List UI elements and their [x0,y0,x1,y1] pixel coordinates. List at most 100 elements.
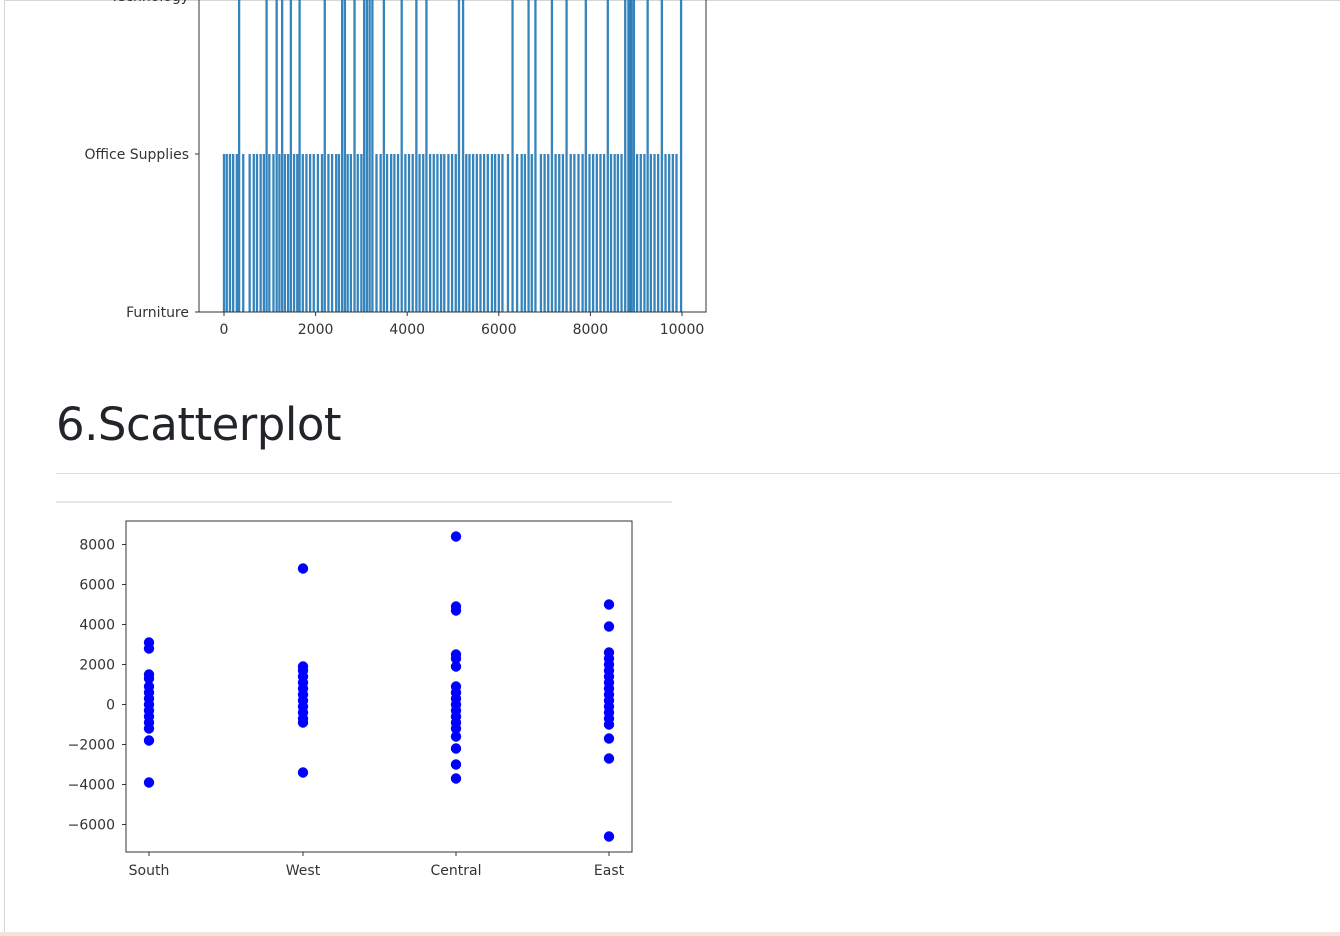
scatter-point [603,733,615,744]
scatter-plot-frame [125,520,633,853]
bar [457,0,461,312]
bar [396,154,400,312]
bar [646,0,649,312]
bar [592,154,595,312]
bar [301,154,304,312]
bar [573,154,576,312]
bar [281,0,284,312]
bar [308,154,312,312]
scatter-y-tick-label: 4000 [79,618,115,634]
scatter-y-tick-label: 2000 [79,658,115,674]
scatter-point [603,599,615,610]
scatter-y-tick-label: 0 [106,698,115,714]
bar [390,154,393,312]
bar-chart: Furniture Office Supplies Technology 0 2000… [84,0,707,338]
bar [275,0,278,312]
bar [363,0,366,312]
bar [602,154,606,312]
bar-x-tick-label: 4000 [389,322,425,338]
bar [268,154,271,312]
scatter-x-tick-label: South [129,863,170,879]
bar [447,154,450,312]
scatter-point [450,743,462,754]
bar [286,154,290,312]
bar [262,154,265,312]
bar-x-tick-label: 10000 [660,322,705,338]
bar [465,154,468,312]
bar [436,154,439,312]
bar [599,154,602,312]
bar [577,154,580,312]
bar [639,154,642,312]
bar [472,154,475,312]
bar [506,154,510,312]
bar [630,0,633,312]
scatter-y-tick-label: −6000 [68,818,115,834]
bar [635,154,639,312]
bar-x-tick-label: 6000 [481,322,517,338]
scatter-point [297,717,309,728]
scatter-point [143,643,155,654]
scatter-point [450,731,462,742]
bar [520,154,523,312]
bar [335,154,338,312]
bar [539,154,543,312]
bar [653,154,656,312]
bar [349,154,353,312]
scatter-y-tick-label: 8000 [79,538,115,554]
bar [671,154,674,312]
bar-x-tick-label: 2000 [298,322,334,338]
scatter-point [603,753,615,764]
bar [479,154,482,312]
scatter-x-tick-label: West [286,863,321,879]
bar-y-axis: Furniture Office Supplies Technology [84,0,199,321]
bar [523,154,527,312]
bar [323,0,326,312]
bar [407,154,411,312]
bar [422,154,425,312]
scatter-point [450,773,462,784]
bar [443,154,446,312]
bar [235,154,238,312]
bar [643,154,646,312]
bar [561,154,565,312]
bar [316,154,320,312]
bar [252,154,255,312]
bar [439,154,443,312]
scatter-y-axis: 8000 6000 4000 2000 0 −2000 −4000 −6000 [68,538,126,834]
bar [356,154,359,312]
bar [237,0,241,312]
bar [330,154,334,312]
bar [490,154,494,312]
bar [382,0,385,312]
scatter-point [603,719,615,730]
bar [222,154,226,312]
bar [595,154,598,312]
bar-x-axis: 0 2000 4000 6000 8000 10000 [220,312,705,338]
bar [668,154,671,312]
bar [375,154,378,312]
scatter-point [297,767,309,778]
bar [627,0,630,312]
bar [530,154,533,312]
bar [272,154,275,312]
bar [428,154,432,312]
bar [675,154,678,312]
bar [393,154,396,312]
notebook-page [4,0,1340,932]
bar [320,154,324,312]
bar [468,154,471,312]
bar [511,0,514,312]
bar-y-tick-label: Technology [110,0,189,5]
scatter-y-tick-label: −4000 [68,778,115,794]
bar [225,154,228,312]
bar [265,0,268,312]
scatter-point [450,723,462,734]
bar [385,154,389,312]
bar [298,0,301,312]
bar [475,154,478,312]
scatter-point [143,723,155,734]
bar [613,154,616,312]
bar [341,0,344,312]
bar [461,0,465,312]
